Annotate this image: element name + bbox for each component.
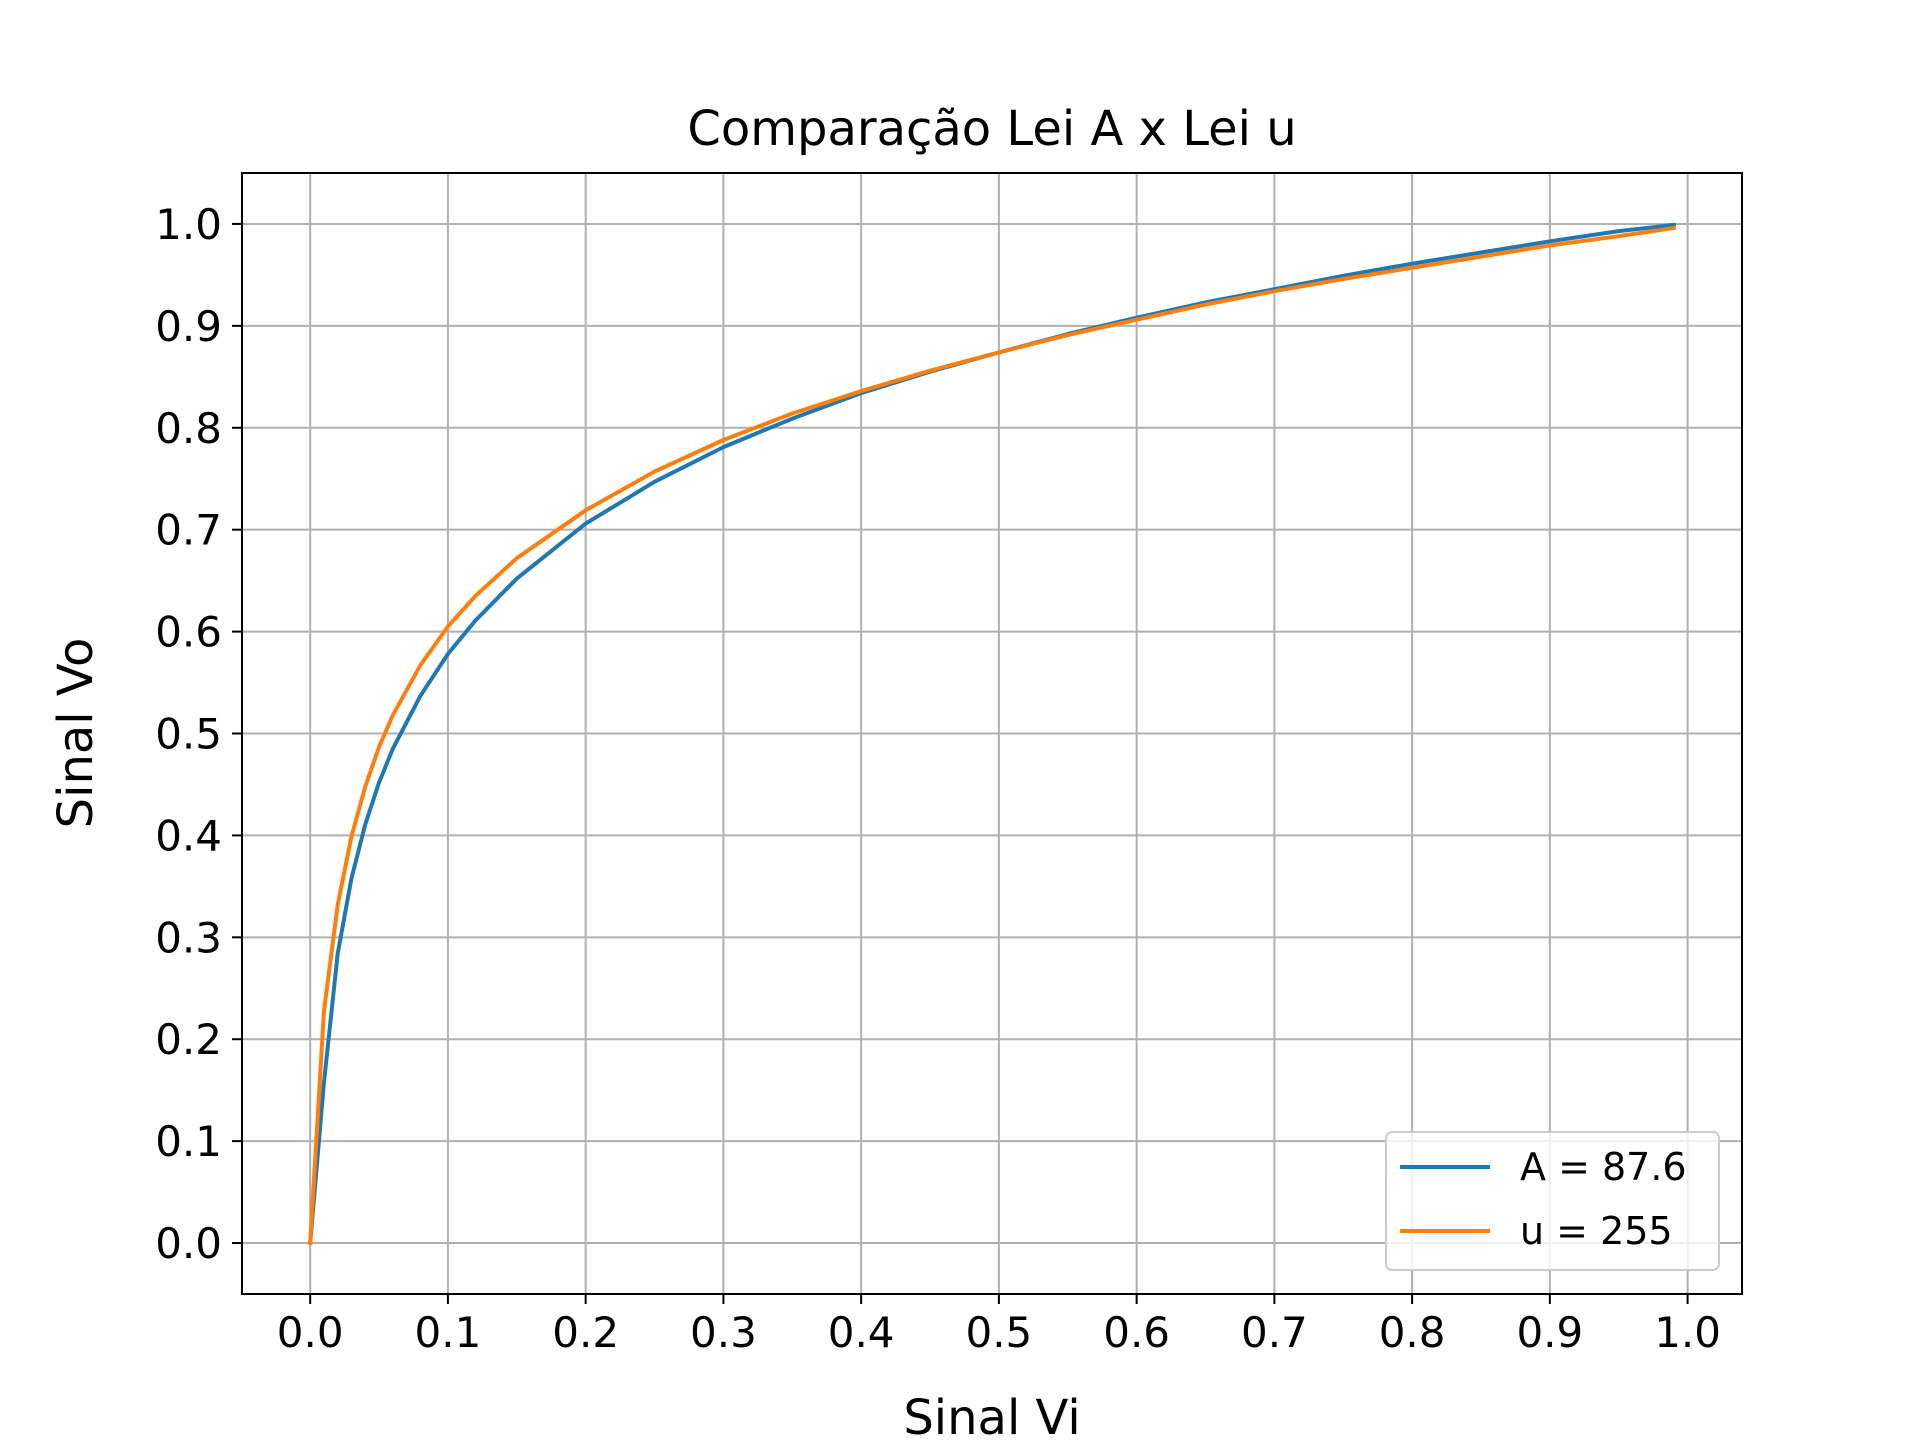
y-tick-label: 0.7 bbox=[155, 506, 222, 555]
y-tick-label: 0.2 bbox=[155, 1015, 222, 1064]
x-tick-label: 0.3 bbox=[690, 1308, 757, 1357]
x-tick-label: 0.1 bbox=[415, 1308, 482, 1357]
x-tick-label: 0.2 bbox=[552, 1308, 619, 1357]
x-tick-label: 0.7 bbox=[1241, 1308, 1308, 1357]
axis-ticks: 0.0 0.1 0.2 0.3 0.4 0.5 0.6 0.7 0.8 0.9 1.0 0.0 0.1 0… bbox=[155, 200, 1721, 1357]
x-tick-label: 0.0 bbox=[277, 1308, 344, 1357]
series-lines bbox=[308, 222, 1677, 1246]
x-tick-label: 0.5 bbox=[965, 1308, 1032, 1357]
y-tick-label: 0.9 bbox=[155, 302, 222, 351]
x-tick-label: 0.4 bbox=[828, 1308, 895, 1357]
series-line-1 bbox=[308, 222, 1677, 1246]
legend-label-2: u = 255 bbox=[1520, 1209, 1673, 1253]
y-tick-label: 0.1 bbox=[155, 1117, 222, 1166]
chart-title: Comparação Lei A x Lei u bbox=[687, 101, 1296, 157]
x-axis-label: Sinal Vi bbox=[903, 1390, 1080, 1440]
x-tick-label: 0.9 bbox=[1516, 1308, 1583, 1357]
y-tick-label: 0.5 bbox=[155, 710, 222, 759]
series-line-2 bbox=[308, 225, 1677, 1246]
x-tick-label: 0.6 bbox=[1103, 1308, 1170, 1357]
y-tick-label: 0.3 bbox=[155, 913, 222, 962]
y-tick-label: 0.8 bbox=[155, 404, 222, 453]
legend-label-1: A = 87.6 bbox=[1520, 1145, 1687, 1189]
x-tick-label: 1.0 bbox=[1654, 1308, 1721, 1357]
y-tick-label: 0.6 bbox=[155, 608, 222, 657]
y-tick-label: 0.0 bbox=[155, 1219, 222, 1268]
y-tick-label: 1.0 bbox=[155, 200, 222, 249]
y-axis-label: Sinal Vo bbox=[48, 638, 104, 829]
x-tick-label: 0.8 bbox=[1379, 1308, 1446, 1357]
y-tick-label: 0.4 bbox=[155, 811, 222, 860]
gridlines bbox=[242, 173, 1742, 1294]
legend: A = 87.6 u = 255 bbox=[1385, 1131, 1720, 1271]
